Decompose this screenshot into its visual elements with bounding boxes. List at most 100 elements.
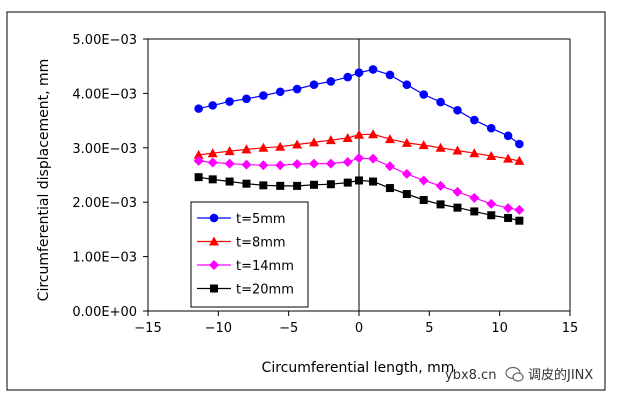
data-point xyxy=(354,68,364,78)
x-tick-label: 10 xyxy=(491,321,508,336)
watermark: ybx8.cn 调皮的JINX xyxy=(445,366,593,383)
legend-label: t=14mm xyxy=(236,259,294,274)
y-tick-label: 5.00E−03 xyxy=(72,33,137,48)
data-point xyxy=(452,145,463,155)
data-point xyxy=(470,207,479,216)
data-point xyxy=(402,190,411,199)
data-point xyxy=(293,181,302,190)
data-point xyxy=(384,134,395,144)
watermark-site: ybx8.cn xyxy=(445,368,496,383)
data-point xyxy=(503,153,514,163)
data-point xyxy=(470,115,479,125)
data-point xyxy=(385,70,395,80)
data-point xyxy=(453,203,462,212)
y-tick-label: 1.00E−03 xyxy=(72,251,137,266)
data-point xyxy=(369,177,378,186)
data-point xyxy=(418,175,429,186)
data-point xyxy=(436,200,445,209)
data-point xyxy=(419,90,429,99)
data-point xyxy=(208,101,218,110)
data-point xyxy=(453,105,462,115)
x-tick-label: −5 xyxy=(279,321,298,336)
data-point xyxy=(208,175,217,184)
legend-label: t=20mm xyxy=(236,283,294,298)
data-point xyxy=(469,192,480,203)
data-point xyxy=(308,158,319,169)
data-point xyxy=(194,104,203,113)
data-point xyxy=(486,123,496,133)
data-point xyxy=(487,211,496,220)
data-point xyxy=(435,142,446,152)
tick-labels: −15 −10 −5 0 5 10 15 0.00E+00 1.00E−03 2.00E−03 3.… xyxy=(72,33,578,336)
data-point xyxy=(309,180,318,189)
legend-label: t=5mm xyxy=(236,212,286,227)
data-point xyxy=(514,155,525,165)
data-point xyxy=(259,181,268,190)
data-point xyxy=(469,148,480,158)
data-point xyxy=(258,160,269,171)
data-point xyxy=(259,91,268,100)
data-point xyxy=(325,135,336,145)
x-tick-label: 5 xyxy=(425,321,433,336)
wechat-icon xyxy=(505,366,524,382)
data-point xyxy=(224,146,235,156)
data-point xyxy=(402,80,412,89)
data-point xyxy=(242,94,251,104)
data-point xyxy=(436,97,445,107)
data-point xyxy=(242,179,251,188)
x-axis-title: Circumferential length, mm xyxy=(262,360,455,376)
x-tick-label: −10 xyxy=(205,321,232,336)
data-point xyxy=(308,137,319,147)
data-point xyxy=(275,87,285,97)
data-point xyxy=(241,159,252,170)
series-t=5mm xyxy=(194,65,524,149)
data-point xyxy=(207,157,218,168)
data-point xyxy=(354,153,364,164)
data-point xyxy=(275,141,286,151)
y-tick-label: 2.00E−03 xyxy=(72,196,137,211)
series-t=20mm xyxy=(194,173,524,225)
data-point xyxy=(435,180,446,191)
data-point xyxy=(486,198,497,209)
series-t=14mm xyxy=(193,153,525,215)
x-tick-label: 0 xyxy=(355,321,363,336)
data-point xyxy=(355,176,363,185)
data-point xyxy=(292,159,303,170)
data-point xyxy=(326,77,336,86)
data-point xyxy=(354,129,364,139)
data-point xyxy=(401,137,412,147)
data-point xyxy=(309,80,319,89)
data-point xyxy=(325,158,336,169)
data-point xyxy=(193,149,204,159)
data-point xyxy=(326,180,335,189)
data-point xyxy=(225,97,234,106)
data-point xyxy=(207,148,218,158)
legend-marker xyxy=(209,260,219,270)
data-point xyxy=(418,140,429,150)
data-point xyxy=(343,178,352,187)
legend-item: t=20mm xyxy=(197,283,294,298)
data-point xyxy=(224,158,235,169)
data-series xyxy=(193,65,525,225)
data-point xyxy=(292,84,302,94)
data-point xyxy=(368,65,378,74)
y-axis-title: Circumferential displacement, mm xyxy=(36,59,52,302)
data-point xyxy=(343,72,353,82)
data-point xyxy=(193,155,204,166)
legend-item: t=5mm xyxy=(197,212,286,227)
y-tick-label: 0.00E+00 xyxy=(72,305,137,320)
data-point xyxy=(225,177,234,186)
data-point xyxy=(368,129,379,139)
legend-item: t=8mm xyxy=(197,236,286,251)
data-point xyxy=(515,216,524,225)
data-point xyxy=(292,139,303,149)
data-point xyxy=(194,173,203,182)
data-point xyxy=(504,213,513,222)
watermark-brand: 调皮的JINX xyxy=(528,367,593,383)
data-point xyxy=(452,186,463,197)
y-tick-label: 4.00E−03 xyxy=(72,87,137,102)
data-point xyxy=(276,181,285,190)
data-point xyxy=(486,150,497,160)
data-point xyxy=(515,139,524,149)
